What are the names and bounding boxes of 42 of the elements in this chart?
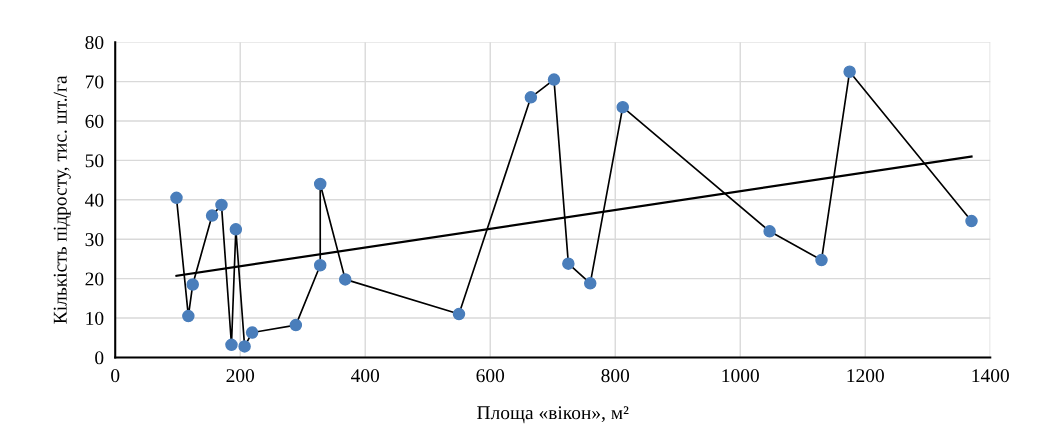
point bbox=[205, 209, 219, 222]
point bbox=[289, 318, 303, 332]
point bbox=[965, 214, 978, 228]
x-tick-label: 1400 bbox=[972, 369, 1009, 383]
x-tick-label: 600 bbox=[476, 369, 505, 383]
x-tick-label: 1000 bbox=[722, 369, 759, 383]
point bbox=[524, 91, 538, 104]
point bbox=[547, 73, 561, 86]
point bbox=[452, 307, 466, 321]
point bbox=[238, 340, 251, 353]
point bbox=[815, 253, 828, 267]
y-tick-label: 0 bbox=[95, 351, 104, 365]
point bbox=[245, 326, 259, 339]
point bbox=[225, 338, 238, 352]
point bbox=[313, 258, 327, 272]
x-tick-label: 200 bbox=[226, 369, 255, 383]
y-tick-label: 50 bbox=[85, 154, 104, 168]
x-tick-label: 0 bbox=[111, 369, 120, 383]
y-tick-label: 70 bbox=[85, 75, 104, 89]
point bbox=[313, 177, 327, 191]
point bbox=[338, 273, 352, 286]
point bbox=[843, 65, 856, 78]
x-tick-label: 400 bbox=[351, 369, 380, 383]
y-tick-label: 10 bbox=[86, 311, 104, 325]
y-tick-label: 20 bbox=[85, 272, 104, 286]
x-tick-label: 1200 bbox=[847, 369, 884, 383]
point bbox=[616, 100, 629, 114]
x-axis-title: Площа «вікон», м² bbox=[477, 406, 629, 424]
point bbox=[229, 223, 243, 236]
point bbox=[763, 225, 776, 238]
x-tick-label: 800 bbox=[601, 369, 630, 383]
point bbox=[215, 198, 228, 212]
point bbox=[170, 191, 183, 205]
y-axis-title: Кількість підросту, тис. шт./га bbox=[53, 75, 71, 324]
point bbox=[583, 277, 597, 290]
point bbox=[562, 257, 575, 270]
point bbox=[186, 278, 199, 291]
y-tick-label: 30 bbox=[85, 233, 104, 247]
y-tick-label: 40 bbox=[85, 193, 104, 207]
y-tick-label: 80 bbox=[85, 36, 104, 50]
point bbox=[182, 309, 195, 323]
y-tick-label: 60 bbox=[85, 114, 104, 128]
